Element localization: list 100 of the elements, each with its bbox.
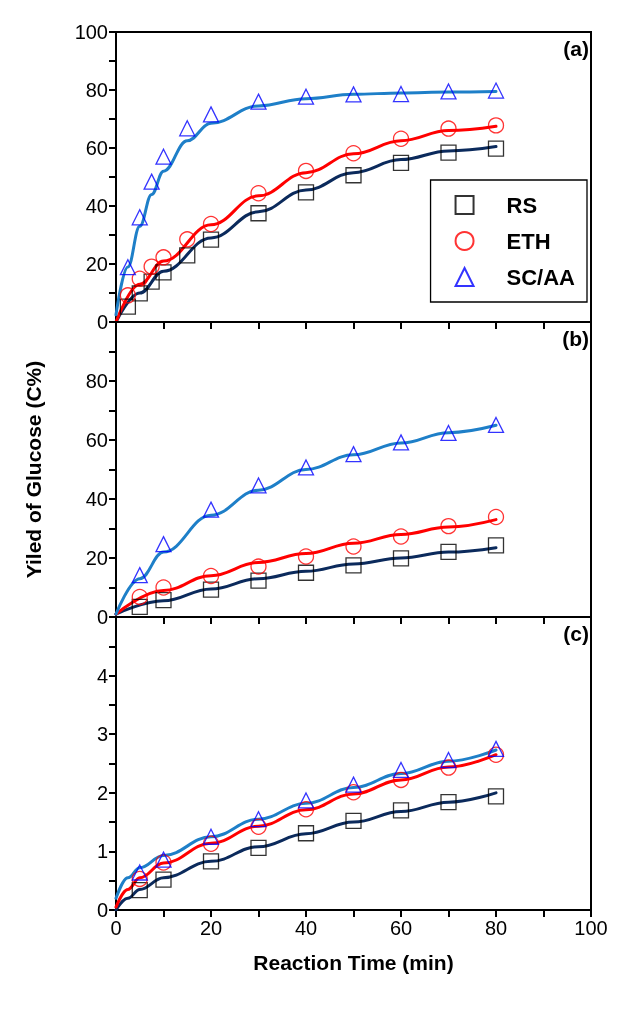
point xyxy=(179,120,196,137)
annotation: (a) xyxy=(563,37,590,60)
point xyxy=(202,106,220,123)
point xyxy=(202,215,220,233)
y-tick-label: 80 xyxy=(85,370,108,392)
point xyxy=(297,162,315,180)
point xyxy=(250,558,267,575)
point xyxy=(345,812,362,830)
point xyxy=(179,231,196,248)
y-tick-label: 100 xyxy=(74,21,108,43)
point xyxy=(297,548,315,565)
point xyxy=(131,209,148,226)
point xyxy=(250,205,267,222)
y-axis-title: Yiled of Glucose (C%) xyxy=(22,360,45,579)
point xyxy=(392,761,410,779)
point xyxy=(440,794,457,811)
x-tick-label: 60 xyxy=(389,917,413,939)
legend-label: SC/AA xyxy=(506,264,576,290)
x-tick-label: 80 xyxy=(484,917,508,939)
point xyxy=(487,740,505,757)
point xyxy=(345,167,362,184)
point xyxy=(345,557,362,574)
y-tick-label: 40 xyxy=(85,195,108,217)
x-tick-label: 20 xyxy=(199,917,223,939)
point xyxy=(155,249,172,266)
point xyxy=(131,864,148,881)
y-tick-label: 80 xyxy=(85,79,108,101)
y-tick-label: 1 xyxy=(96,840,108,863)
point xyxy=(131,285,148,302)
x-tick-label: 100 xyxy=(574,917,608,939)
point xyxy=(392,85,410,103)
annotation: (b) xyxy=(562,327,590,350)
point xyxy=(155,579,172,596)
point xyxy=(250,93,267,110)
x-tick-label: 0 xyxy=(110,917,122,939)
point xyxy=(131,566,148,584)
point xyxy=(155,592,172,609)
point xyxy=(297,459,315,476)
point xyxy=(487,416,505,434)
point xyxy=(440,751,457,769)
point xyxy=(250,185,267,202)
point xyxy=(440,120,457,137)
point xyxy=(250,811,267,828)
point xyxy=(345,145,362,162)
point xyxy=(119,298,137,315)
point xyxy=(392,130,410,147)
point xyxy=(155,264,172,281)
y-tick-label: 20 xyxy=(85,253,108,275)
point xyxy=(250,572,267,589)
point xyxy=(119,287,137,304)
point xyxy=(155,148,172,165)
y-tick-label: 40 xyxy=(85,488,108,510)
point xyxy=(297,801,315,818)
point xyxy=(392,154,410,171)
point xyxy=(250,839,267,857)
point xyxy=(297,792,315,809)
point xyxy=(155,535,172,553)
point xyxy=(345,784,362,801)
point xyxy=(487,140,505,157)
point xyxy=(250,477,267,494)
point xyxy=(179,247,196,264)
point xyxy=(487,82,505,99)
point xyxy=(202,581,220,598)
x-tick-label: 40 xyxy=(294,917,318,939)
point xyxy=(440,543,457,560)
point xyxy=(131,881,148,899)
x-axis-title: Reaction Time (min) xyxy=(253,951,454,974)
point xyxy=(202,835,220,852)
point xyxy=(131,870,148,888)
point xyxy=(131,588,148,606)
y-tick-label: 0 xyxy=(96,899,108,921)
point xyxy=(392,771,410,789)
point xyxy=(119,259,137,276)
y-tick-label: 2 xyxy=(96,781,108,804)
point xyxy=(297,184,315,201)
y-tick-label: 20 xyxy=(85,547,108,569)
y-tick-label: 3 xyxy=(96,723,108,746)
point xyxy=(440,759,457,776)
point xyxy=(392,802,410,819)
point xyxy=(202,567,220,585)
point xyxy=(392,550,410,567)
point xyxy=(202,501,220,518)
annotation: (c) xyxy=(563,622,590,645)
point xyxy=(202,853,220,870)
legend-label: RS xyxy=(506,192,538,218)
point xyxy=(392,434,410,451)
point xyxy=(202,231,220,248)
point xyxy=(143,258,160,275)
y-tick-label: 60 xyxy=(85,137,108,159)
y-tick-label: 4 xyxy=(96,664,108,687)
point xyxy=(487,508,505,526)
point xyxy=(143,273,160,290)
point xyxy=(297,564,315,581)
legend-label: ETH xyxy=(506,228,551,254)
point xyxy=(297,88,315,105)
point xyxy=(392,528,410,545)
y-tick-label: 0 xyxy=(96,606,108,628)
point xyxy=(440,424,457,442)
point xyxy=(487,537,505,554)
point xyxy=(202,828,220,845)
